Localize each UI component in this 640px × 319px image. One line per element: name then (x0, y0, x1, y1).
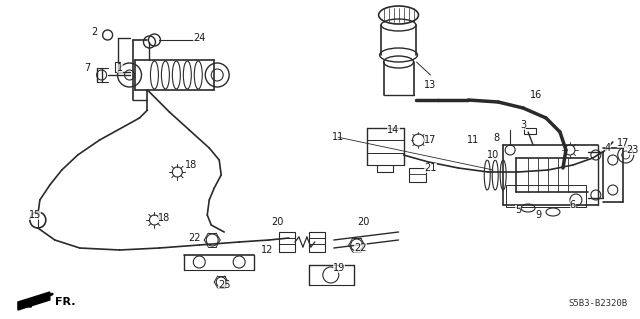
Text: 11: 11 (332, 132, 344, 142)
Text: 20: 20 (271, 217, 283, 227)
Text: 4: 4 (605, 143, 611, 153)
Text: 16: 16 (530, 90, 542, 100)
Text: 1: 1 (116, 63, 123, 73)
Polygon shape (18, 292, 50, 310)
Bar (524, 128, 536, 134)
Text: 14: 14 (387, 125, 400, 135)
Text: 13: 13 (424, 80, 436, 90)
Text: 6: 6 (570, 200, 576, 210)
Text: 22: 22 (188, 233, 200, 243)
Text: 17: 17 (424, 135, 436, 145)
Text: 24: 24 (193, 33, 205, 43)
Text: 3: 3 (520, 120, 526, 130)
Text: 9: 9 (535, 210, 541, 220)
Bar (279, 232, 295, 252)
Text: 18: 18 (185, 160, 197, 170)
Text: 18: 18 (158, 213, 170, 223)
Text: 20: 20 (358, 217, 370, 227)
Text: 10: 10 (487, 150, 499, 160)
Text: 5: 5 (515, 205, 521, 215)
Text: 8: 8 (493, 133, 499, 143)
Bar (309, 232, 325, 252)
Text: 7: 7 (84, 63, 91, 73)
Text: S5B3-B2320B: S5B3-B2320B (568, 299, 628, 308)
Bar (408, 168, 426, 182)
Text: 22: 22 (355, 243, 367, 253)
Text: 19: 19 (333, 263, 345, 273)
Text: 15: 15 (29, 210, 41, 220)
Text: 17: 17 (616, 138, 629, 148)
Text: 25: 25 (218, 280, 230, 290)
Text: 12: 12 (261, 245, 273, 255)
Bar (506, 185, 586, 207)
Text: 11: 11 (467, 135, 479, 145)
Text: 2: 2 (92, 27, 98, 37)
Text: FR.: FR. (55, 297, 76, 307)
Text: 21: 21 (424, 163, 436, 173)
Text: 23: 23 (627, 145, 639, 155)
